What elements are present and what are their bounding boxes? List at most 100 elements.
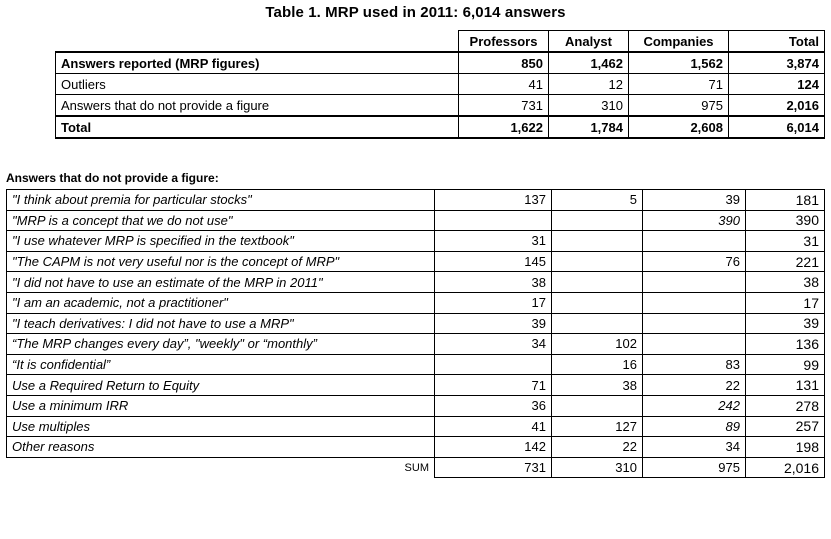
cell-total: 257	[745, 415, 825, 438]
cell-value: 137	[434, 189, 552, 211]
table-row: Other reasons 142 22 34 198	[6, 436, 825, 458]
row-label: Use a minimum IRR	[6, 394, 435, 417]
cell-value: 41	[458, 73, 549, 95]
cell-value: 2,608	[628, 115, 729, 139]
cell-value: 1,562	[628, 51, 729, 74]
table-row: "I did not have to use an estimate of th…	[6, 271, 825, 293]
cell-value	[551, 394, 643, 417]
cell-total: 181	[745, 189, 825, 211]
cell-value	[551, 271, 643, 293]
cell-value	[551, 250, 643, 273]
cell-total: 198	[745, 436, 825, 458]
table-row: Use a minimum IRR 36 242 278	[6, 394, 825, 417]
sum-value: 310	[551, 457, 643, 479]
cell-value: 1,462	[548, 51, 629, 74]
row-label: Use a Required Return to Equity	[6, 374, 435, 396]
cell-value: 76	[642, 250, 746, 273]
cell-value: 242	[642, 394, 746, 417]
sum-row: SUM 731 310 975 2,016	[6, 457, 825, 479]
cell-value: 5	[551, 189, 643, 211]
cell-value: 142	[434, 436, 552, 458]
table-row: "MRP is a concept that we do not use" 390…	[6, 209, 825, 232]
cell-total: 278	[745, 394, 825, 417]
cell-value	[434, 209, 552, 232]
cell-value: 39	[434, 312, 552, 335]
cell-total: 3,874	[728, 51, 825, 74]
cell-value	[551, 209, 643, 232]
cell-total: 31	[745, 230, 825, 252]
table-row: "I teach derivatives: I did not have to …	[6, 312, 825, 335]
cell-value: 127	[551, 415, 643, 438]
cell-total: 2,016	[728, 94, 825, 117]
cell-value: 975	[628, 94, 729, 117]
header-blank-cell	[56, 31, 459, 53]
cell-value: 34	[642, 436, 746, 458]
cell-value: 310	[548, 94, 629, 117]
breakdown-subtitle: Answers that do not provide a figure:	[6, 171, 219, 185]
row-label: "I am an academic, not a practitioner"	[6, 291, 435, 314]
header-analyst: Analyst	[548, 30, 629, 52]
sum-value: 975	[642, 457, 746, 479]
row-label: Total	[55, 115, 459, 139]
cell-value: 89	[642, 415, 746, 438]
cell-total: 390	[745, 209, 825, 232]
cell-total: 39	[745, 312, 825, 335]
cell-value: 22	[551, 436, 643, 458]
row-label: "I did not have to use an estimate of th…	[6, 271, 435, 293]
cell-value	[642, 230, 746, 252]
cell-value: 83	[642, 353, 746, 376]
row-label: Use multiples	[6, 415, 435, 438]
cell-value	[434, 353, 552, 376]
row-label: "The CAPM is not very useful nor is the …	[6, 250, 435, 273]
cell-total: 17	[745, 291, 825, 314]
cell-value: 731	[458, 94, 549, 117]
cell-total: 136	[745, 333, 825, 355]
table-row: Answers reported (MRP figures) 850 1,462…	[55, 51, 825, 74]
table-row: "I think about premia for particular sto…	[6, 189, 825, 211]
cell-value: 38	[551, 374, 643, 396]
cell-total: 221	[745, 250, 825, 273]
cell-value: 102	[551, 333, 643, 355]
header-companies: Companies	[628, 30, 729, 52]
table-row: "I use whatever MRP is specified in the …	[6, 230, 825, 252]
cell-value: 12	[548, 73, 629, 95]
row-label: Other reasons	[6, 436, 435, 458]
sum-value: 731	[434, 457, 552, 479]
cell-value: 36	[434, 394, 552, 417]
table-row: Outliers 41 12 71 124	[55, 73, 825, 95]
cell-value: 34	[434, 333, 552, 355]
cell-total: 38	[745, 271, 825, 293]
cell-value: 39	[642, 189, 746, 211]
sum-label: SUM	[6, 457, 435, 478]
cell-value	[642, 271, 746, 293]
row-label: Answers that do not provide a figure	[55, 94, 459, 117]
table-row: Use a Required Return to Equity 71 38 22 131	[6, 374, 825, 396]
cell-value: 71	[628, 73, 729, 95]
cell-value: 850	[458, 51, 549, 74]
cell-value	[551, 312, 643, 335]
cell-value: 390	[642, 209, 746, 232]
row-label: "I use whatever MRP is specified in the …	[6, 230, 435, 252]
cell-value: 145	[434, 250, 552, 273]
cell-value	[551, 230, 643, 252]
cell-value: 1,622	[458, 115, 549, 139]
cell-value	[551, 291, 643, 314]
breakdown-table: "I think about premia for particular sto…	[6, 189, 825, 479]
summary-table: Professors Analyst Companies Total Answe…	[55, 30, 825, 139]
table-row: “The MRP changes every day”, "weekly" or…	[6, 333, 825, 355]
cell-total: 6,014	[728, 115, 825, 139]
row-label: “The MRP changes every day”, "weekly" or…	[6, 333, 435, 355]
table-row: "I am an academic, not a practitioner" 17…	[6, 291, 825, 314]
row-label: Outliers	[55, 73, 459, 95]
table-row: Answers that do not provide a figure 731…	[55, 94, 825, 117]
row-label: "MRP is a concept that we do not use"	[6, 209, 435, 232]
cell-value	[642, 312, 746, 335]
cell-value	[642, 333, 746, 355]
row-label: Answers reported (MRP figures)	[55, 51, 459, 74]
cell-value: 17	[434, 291, 552, 314]
cell-value: 16	[551, 353, 643, 376]
cell-total: 99	[745, 353, 825, 376]
table-row: Use multiples 41 127 89 257	[6, 415, 825, 438]
cell-value	[642, 291, 746, 314]
row-label: "I teach derivatives: I did not have to …	[6, 312, 435, 335]
